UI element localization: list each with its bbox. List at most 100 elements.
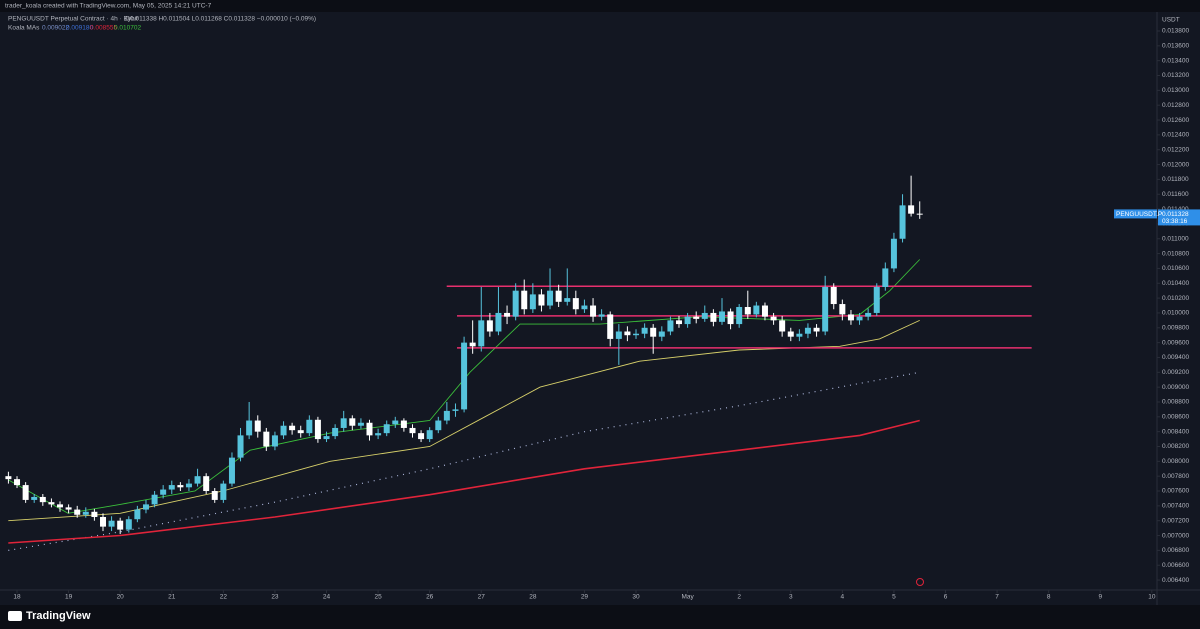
candle-body (289, 425, 296, 431)
price-tag-box (1158, 209, 1200, 226)
candle-body (469, 342, 476, 347)
candle-body (349, 418, 356, 426)
candle-body (5, 476, 12, 480)
candle-body (521, 290, 528, 310)
x-tick-label: 28 (529, 594, 537, 601)
y-tick-label: 0.009800 (1162, 325, 1189, 332)
moving-average (8, 419, 920, 544)
candle-body (323, 436, 330, 440)
candle-body (263, 431, 270, 447)
candle-body (31, 496, 38, 500)
candle-body (899, 205, 906, 239)
candle-body (151, 494, 158, 505)
event-icon (916, 578, 924, 586)
y-tick-label: 0.012400 (1162, 132, 1189, 139)
y-tick-label: 0.013800 (1162, 28, 1189, 35)
candle-body (478, 320, 485, 347)
candle-body (134, 509, 141, 520)
y-tick-label: 0.012200 (1162, 146, 1189, 153)
symbol-line: PENGUUSDT Perpetual Contract · 4h · Bybi… (8, 16, 138, 23)
candle-body (91, 511, 98, 517)
candle-body (220, 483, 227, 500)
y-tick-label: 0.011800 (1162, 176, 1189, 183)
candle-body (486, 320, 493, 332)
indicator-value: 0.009180 (66, 25, 93, 32)
candle-body (418, 433, 425, 440)
candle-body (142, 504, 149, 510)
y-tick-label: 0.010400 (1162, 280, 1189, 287)
x-tick-label: 3 (789, 594, 793, 601)
y-tick-label: 0.010000 (1162, 310, 1189, 317)
candle-body (727, 311, 734, 325)
candle-body (495, 312, 502, 332)
candle-body (847, 314, 854, 321)
y-tick-label: 0.013000 (1162, 87, 1189, 94)
candle-body (822, 286, 829, 332)
candle-body (168, 485, 175, 490)
candle-body (409, 427, 416, 434)
x-tick-label: 4 (841, 594, 845, 601)
y-tick-label: 0.012000 (1162, 161, 1189, 168)
candle-body (177, 485, 184, 488)
x-tick-label: 2 (737, 594, 741, 601)
candle-body (572, 298, 579, 310)
candle-body (856, 316, 863, 321)
candle-body (701, 312, 708, 319)
candle-body (804, 327, 811, 334)
candle-body (65, 507, 72, 510)
candle-body (813, 327, 820, 332)
candle-body (753, 305, 760, 315)
y-tick-label: 0.009400 (1162, 354, 1189, 361)
candle-body (297, 430, 304, 434)
candle-body (529, 294, 536, 310)
x-tick-label: 24 (323, 594, 331, 601)
candle-body (194, 476, 201, 484)
candle-body (581, 305, 588, 310)
x-tick-label: 21 (168, 594, 176, 601)
candle-body (547, 290, 554, 306)
candle-body (839, 304, 846, 315)
candle-body (461, 342, 468, 410)
indicator-value: 0.009022 (42, 25, 69, 32)
candle-body (254, 420, 261, 432)
candle-body (203, 476, 210, 492)
y-tick-label: 0.007800 (1162, 473, 1189, 480)
y-tick-label: 0.009600 (1162, 339, 1189, 346)
y-tick-label: 0.008800 (1162, 399, 1189, 406)
candle-body (779, 320, 786, 332)
candle-body (392, 420, 399, 425)
candle-body (719, 311, 726, 322)
x-tick-label: 25 (374, 594, 382, 601)
candle-body (271, 435, 278, 447)
candle-body (108, 520, 115, 527)
y-tick-label: 0.011600 (1162, 191, 1189, 198)
y-tick-label: 0.007400 (1162, 503, 1189, 510)
candle-body (160, 489, 167, 495)
candle-body (340, 418, 347, 428)
candle-body (890, 238, 897, 269)
y-tick-label: 0.011000 (1162, 235, 1189, 242)
candle-body (332, 427, 339, 437)
x-tick-label: 19 (65, 594, 73, 601)
candle-body (383, 424, 390, 434)
candle-body (237, 435, 244, 458)
x-tick-label: 8 (1047, 594, 1051, 601)
y-tick-label: 0.008400 (1162, 428, 1189, 435)
y-tick-label: 0.007600 (1162, 488, 1189, 495)
y-tick-label: 0.006800 (1162, 547, 1189, 554)
y-tick-label: 0.013600 (1162, 43, 1189, 50)
y-tick-label: 0.006400 (1162, 577, 1189, 584)
candle-body (538, 294, 545, 306)
candle-body (14, 479, 21, 486)
brand: TradingView (26, 610, 91, 622)
candle-body (693, 316, 700, 319)
candle-body (564, 298, 571, 302)
y-tick-label: 0.009200 (1162, 369, 1189, 376)
symbol-tag: PENGUUSDT.P (1116, 211, 1162, 218)
x-tick-label: 18 (13, 594, 21, 601)
y-tick-label: 0.010200 (1162, 295, 1189, 302)
candle-body (100, 516, 107, 527)
y-tick-label: 0.009000 (1162, 384, 1189, 391)
author-line: trader_koala created with TradingView.co… (5, 3, 212, 10)
